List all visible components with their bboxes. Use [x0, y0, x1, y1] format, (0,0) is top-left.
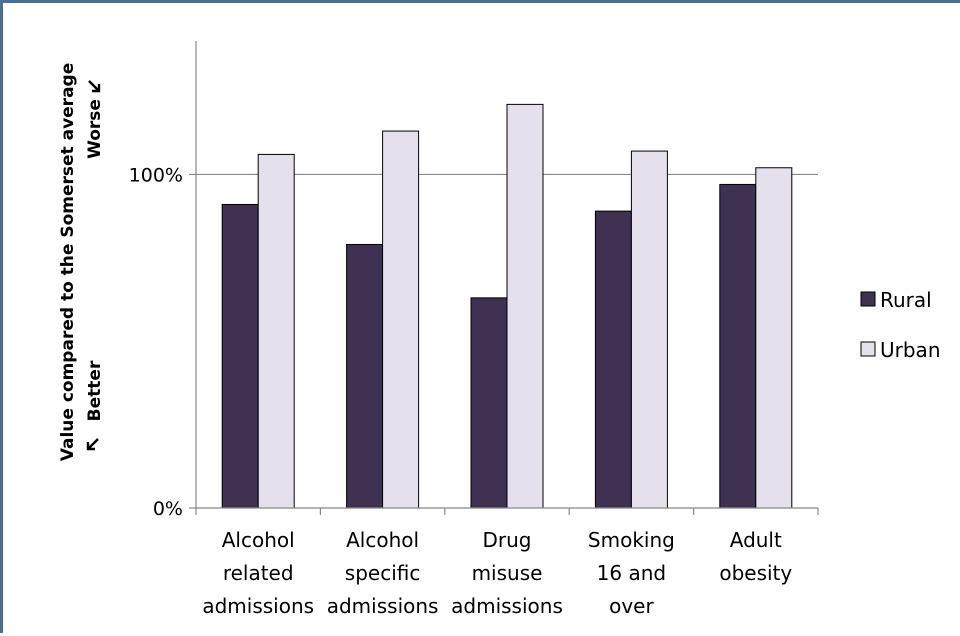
bar-urban-3: [630, 150, 668, 509]
category-label-line: Adult: [730, 528, 782, 552]
category-label-line: admissions: [202, 594, 314, 618]
category-label-line: Alcohol: [222, 528, 295, 552]
bar-rural-4: [719, 183, 757, 509]
category-label-line: 16 and: [597, 561, 666, 585]
category-label-line: Smoking: [588, 528, 675, 552]
bar-chart: 0% 100% Alcohol related admissions Alcohol sp…: [58, 41, 941, 618]
category-label: Alcohol related admissions: [202, 528, 314, 618]
legend-swatch-urban: [860, 341, 876, 357]
legend-item-urban: Urban: [860, 338, 941, 362]
legend: Rural Urban: [860, 288, 941, 362]
category-label: Adult obesity: [719, 528, 792, 585]
category-label-line: admissions: [451, 594, 563, 618]
category-label-line: misuse: [472, 561, 543, 585]
bar-rural-0: [221, 203, 259, 509]
bar-rural-1: [346, 243, 384, 509]
bar-rural-3: [594, 210, 632, 509]
category-label-line: Drug: [483, 528, 532, 552]
worse-label: Worse: [85, 99, 105, 159]
bar-urban-1: [382, 130, 420, 509]
category-label: Smoking 16 and over: [588, 528, 675, 618]
category-label-line: admissions: [327, 594, 439, 618]
legend-label-urban: Urban: [880, 338, 941, 362]
category-label: Alcohol specific admissions: [327, 528, 439, 618]
y-axis-title: Value compared to the Somerset average: [58, 63, 78, 461]
category-label-line: over: [609, 594, 654, 618]
bar-urban-2: [506, 103, 544, 509]
legend-item-rural: Rural: [860, 288, 932, 312]
better-annotation: Better: [85, 360, 105, 451]
better-arrow-icon: [86, 438, 99, 451]
worse-annotation: Worse: [85, 80, 105, 159]
worse-arrow-icon: [88, 80, 101, 93]
category-label-line: obesity: [719, 561, 792, 585]
legend-swatch-rural: [860, 291, 876, 307]
category-label: Drug misuse admissions: [451, 528, 563, 618]
better-label: Better: [85, 360, 105, 421]
category-label-line: Alcohol: [346, 528, 419, 552]
bar-urban-0: [257, 153, 295, 509]
y-tick-label: 100%: [129, 164, 183, 186]
legend-label-rural: Rural: [880, 288, 932, 312]
bar-urban-4: [755, 167, 793, 509]
category-label-line: specific: [345, 561, 421, 585]
bar-rural-2: [470, 297, 508, 509]
y-axis-label: Value compared to the Somerset average W…: [58, 63, 105, 461]
category-label-line: related: [223, 561, 294, 585]
y-tick-label: 0%: [153, 498, 183, 520]
